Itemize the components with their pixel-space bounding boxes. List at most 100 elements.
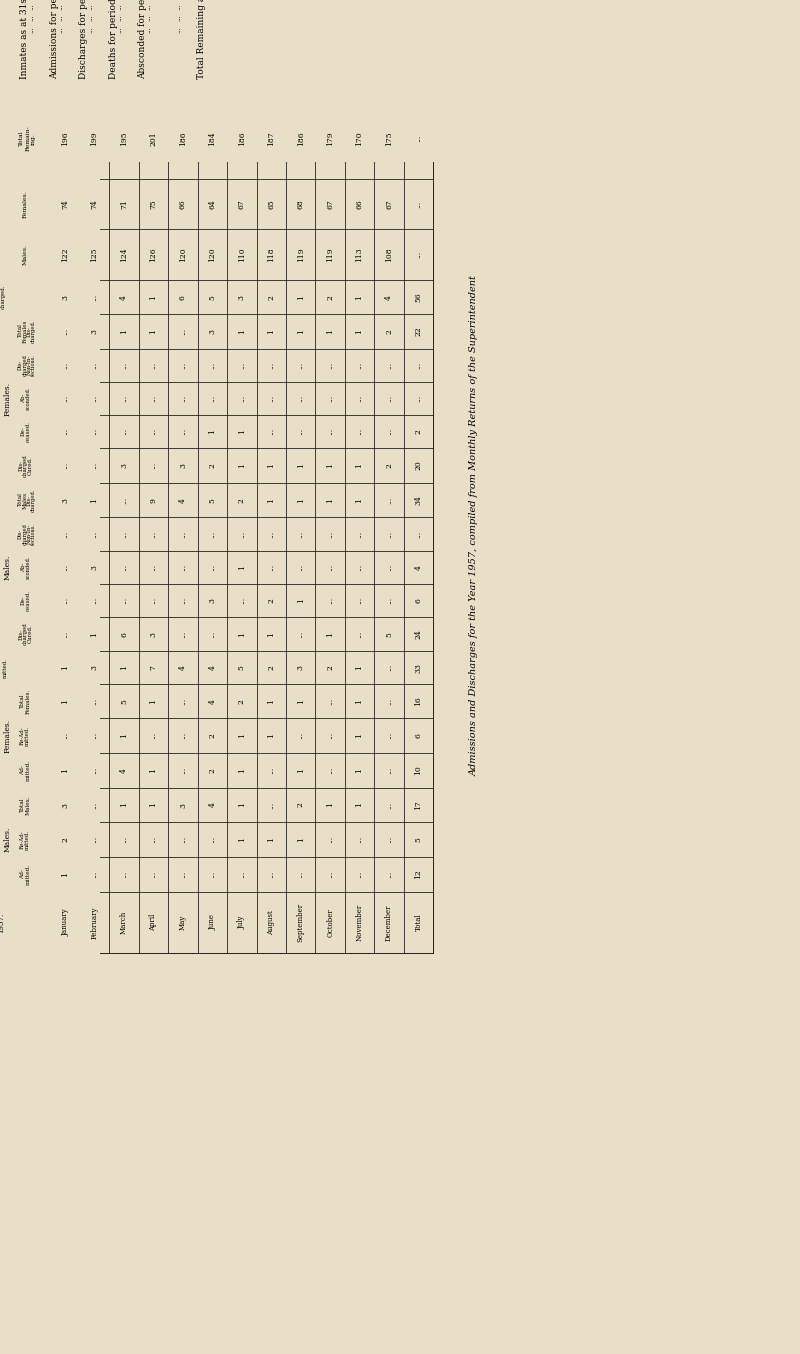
Text: Inmates as at 31st December: Inmates as at 31st December bbox=[20, 0, 30, 80]
Text: 1: 1 bbox=[297, 597, 305, 603]
Text: 1: 1 bbox=[238, 734, 246, 738]
Text: 64: 64 bbox=[208, 199, 216, 209]
Text: Total: Total bbox=[18, 493, 22, 506]
Text: ...: ... bbox=[356, 428, 364, 435]
Text: ...: ... bbox=[385, 497, 393, 504]
Text: 195: 195 bbox=[120, 131, 128, 146]
Text: ...: ... bbox=[326, 597, 334, 604]
Text: ...: ... bbox=[90, 294, 98, 301]
Text: ...: ... bbox=[27, 15, 35, 22]
Text: charged.: charged. bbox=[31, 320, 36, 344]
Text: ...: ... bbox=[208, 362, 216, 368]
Text: ...: ... bbox=[326, 871, 334, 877]
Text: 110: 110 bbox=[238, 248, 246, 263]
Text: ...: ... bbox=[208, 837, 216, 844]
Text: ...: ... bbox=[297, 631, 305, 638]
Text: 74: 74 bbox=[61, 199, 69, 209]
Text: Admissions for period ended 31st December: Admissions for period ended 31st Decembe… bbox=[50, 0, 58, 80]
Text: ...: ... bbox=[150, 462, 158, 468]
Text: ...: ... bbox=[120, 531, 128, 538]
Text: 119: 119 bbox=[326, 248, 334, 263]
Text: 1: 1 bbox=[326, 632, 334, 636]
Text: charged: charged bbox=[22, 355, 27, 376]
Text: Total: Total bbox=[414, 914, 422, 932]
Text: Dis-: Dis- bbox=[27, 326, 32, 337]
Text: ...: ... bbox=[150, 871, 158, 877]
Text: 1: 1 bbox=[356, 463, 364, 468]
Text: ...: ... bbox=[385, 362, 393, 368]
Text: 1: 1 bbox=[120, 734, 128, 738]
Text: ...: ... bbox=[57, 3, 65, 9]
Text: Males: Males bbox=[22, 492, 27, 509]
Text: 2: 2 bbox=[385, 329, 393, 334]
Text: 3: 3 bbox=[90, 665, 98, 670]
Text: ...: ... bbox=[385, 597, 393, 604]
Text: 120: 120 bbox=[208, 248, 216, 263]
Text: 3: 3 bbox=[90, 329, 98, 334]
Text: 186: 186 bbox=[238, 131, 246, 146]
Text: ...: ... bbox=[61, 362, 69, 368]
Text: Admissions and Discharges for the Year 1957, compiled from Monthly Returns of th: Admissions and Discharges for the Year 1… bbox=[470, 275, 479, 776]
Text: 126: 126 bbox=[150, 248, 158, 263]
Text: ...: ... bbox=[356, 631, 364, 638]
Text: 196: 196 bbox=[61, 131, 69, 146]
Text: 4: 4 bbox=[208, 803, 216, 807]
Text: Re-Ad-: Re-Ad- bbox=[19, 830, 24, 849]
Text: 4: 4 bbox=[385, 295, 393, 299]
Text: Ad-: Ad- bbox=[20, 765, 25, 776]
Text: ...: ... bbox=[90, 697, 98, 704]
Text: ...: ... bbox=[90, 362, 98, 368]
Text: ...: ... bbox=[27, 26, 35, 32]
Text: 1: 1 bbox=[90, 498, 98, 502]
Text: sconded.: sconded. bbox=[26, 387, 31, 410]
Text: Females.: Females. bbox=[4, 719, 12, 753]
Text: ...: ... bbox=[179, 395, 187, 402]
Text: ...: ... bbox=[267, 766, 275, 774]
Text: Discharges for period ended 31st December: Discharges for period ended 31st Decembe… bbox=[79, 0, 88, 80]
Text: 1: 1 bbox=[61, 872, 69, 877]
Text: Ab-: Ab- bbox=[21, 394, 26, 403]
Text: ...: ... bbox=[297, 531, 305, 538]
Text: 3: 3 bbox=[179, 803, 187, 807]
Text: 1: 1 bbox=[326, 463, 334, 468]
Text: ...: ... bbox=[267, 563, 275, 570]
Text: July: July bbox=[238, 915, 246, 929]
Text: 22: 22 bbox=[414, 326, 422, 336]
Text: ...: ... bbox=[326, 362, 334, 368]
Text: ...: ... bbox=[414, 200, 422, 207]
Text: ...: ... bbox=[90, 766, 98, 774]
Text: ...: ... bbox=[86, 3, 94, 9]
Text: ...: ... bbox=[385, 531, 393, 538]
Text: ...: ... bbox=[385, 733, 393, 739]
Text: 6: 6 bbox=[120, 632, 128, 636]
Text: 113: 113 bbox=[356, 248, 364, 263]
Text: 1: 1 bbox=[267, 699, 275, 704]
Text: ...: ... bbox=[90, 597, 98, 604]
Text: 3: 3 bbox=[150, 631, 158, 636]
Text: Females.: Females. bbox=[4, 382, 12, 416]
Text: 2: 2 bbox=[208, 768, 216, 773]
Text: ...: ... bbox=[27, 3, 35, 9]
Text: 1: 1 bbox=[326, 329, 334, 334]
Text: September: September bbox=[297, 903, 305, 942]
Text: August: August bbox=[267, 910, 275, 934]
Text: ...: ... bbox=[150, 837, 158, 844]
Text: ...: ... bbox=[86, 26, 94, 32]
Text: ...: ... bbox=[385, 802, 393, 808]
Text: ...: ... bbox=[179, 597, 187, 604]
Text: 74: 74 bbox=[90, 199, 98, 209]
Text: 4: 4 bbox=[120, 768, 128, 773]
Text: ...: ... bbox=[385, 871, 393, 877]
Text: ...: ... bbox=[150, 362, 158, 368]
Text: ...: ... bbox=[208, 395, 216, 402]
Text: Dis-: Dis- bbox=[18, 460, 23, 471]
Text: ...: ... bbox=[61, 531, 69, 538]
Text: 1: 1 bbox=[267, 837, 275, 842]
Text: Total Remaining at Leprosarium, 31st December: Total Remaining at Leprosarium, 31st Dec… bbox=[197, 0, 206, 80]
Text: ...: ... bbox=[208, 631, 216, 638]
Text: ...: ... bbox=[356, 531, 364, 538]
Text: ...: ... bbox=[179, 563, 187, 570]
Text: 199: 199 bbox=[90, 131, 98, 146]
Text: ...: ... bbox=[179, 837, 187, 844]
Text: ...: ... bbox=[115, 15, 123, 22]
